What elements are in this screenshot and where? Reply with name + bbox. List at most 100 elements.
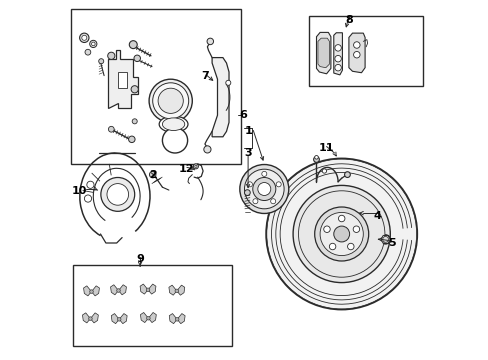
- Polygon shape: [118, 72, 127, 88]
- Circle shape: [107, 184, 128, 205]
- Bar: [73, 265, 231, 346]
- Polygon shape: [333, 33, 342, 75]
- Circle shape: [252, 199, 257, 204]
- Text: 11: 11: [318, 143, 334, 153]
- Text: 2: 2: [148, 170, 156, 180]
- Circle shape: [270, 199, 275, 204]
- Circle shape: [85, 49, 91, 55]
- Circle shape: [320, 212, 363, 256]
- Polygon shape: [169, 314, 177, 324]
- Circle shape: [347, 243, 353, 250]
- Polygon shape: [83, 286, 91, 296]
- Circle shape: [89, 290, 93, 293]
- Polygon shape: [107, 50, 138, 108]
- Polygon shape: [119, 314, 127, 324]
- Circle shape: [193, 164, 198, 169]
- Circle shape: [247, 182, 252, 187]
- Circle shape: [87, 181, 94, 188]
- Circle shape: [132, 119, 137, 124]
- Circle shape: [128, 136, 135, 143]
- Circle shape: [89, 40, 97, 48]
- Circle shape: [338, 215, 344, 222]
- Bar: [71, 9, 241, 164]
- Circle shape: [152, 83, 188, 119]
- Polygon shape: [212, 58, 228, 137]
- Polygon shape: [177, 285, 184, 295]
- Text: 1: 1: [244, 126, 251, 136]
- Circle shape: [175, 318, 179, 321]
- Circle shape: [146, 316, 150, 320]
- Circle shape: [88, 317, 92, 320]
- Circle shape: [382, 237, 387, 242]
- Circle shape: [257, 183, 270, 195]
- Circle shape: [276, 182, 281, 187]
- Circle shape: [239, 165, 288, 213]
- Polygon shape: [111, 314, 119, 324]
- Circle shape: [194, 165, 197, 167]
- Circle shape: [333, 226, 349, 242]
- Circle shape: [162, 128, 187, 153]
- Ellipse shape: [162, 118, 184, 130]
- Circle shape: [261, 171, 266, 176]
- Circle shape: [81, 35, 87, 40]
- Circle shape: [323, 226, 329, 233]
- Circle shape: [91, 42, 95, 46]
- Circle shape: [314, 156, 318, 159]
- Circle shape: [353, 51, 359, 58]
- Polygon shape: [177, 314, 185, 324]
- Circle shape: [107, 52, 115, 59]
- Circle shape: [84, 195, 91, 202]
- Polygon shape: [90, 313, 98, 323]
- Circle shape: [99, 59, 103, 64]
- Text: 3: 3: [244, 148, 251, 158]
- Text: 5: 5: [387, 238, 395, 248]
- Circle shape: [129, 41, 137, 49]
- Circle shape: [334, 55, 341, 62]
- Circle shape: [344, 172, 349, 177]
- Circle shape: [244, 190, 250, 195]
- Circle shape: [313, 157, 319, 162]
- Text: 4: 4: [373, 211, 381, 221]
- Text: 9: 9: [136, 254, 144, 264]
- Circle shape: [175, 289, 178, 293]
- Text: 7: 7: [201, 71, 208, 81]
- Text: 8: 8: [345, 15, 352, 25]
- Circle shape: [131, 86, 138, 93]
- Circle shape: [353, 42, 359, 48]
- Circle shape: [117, 318, 121, 321]
- Circle shape: [158, 88, 183, 113]
- Polygon shape: [118, 285, 126, 295]
- Text: 12: 12: [179, 164, 194, 174]
- Text: 6: 6: [238, 110, 246, 120]
- Bar: [309, 16, 422, 86]
- Circle shape: [322, 169, 326, 173]
- Polygon shape: [348, 33, 365, 73]
- Polygon shape: [148, 312, 156, 323]
- Circle shape: [108, 126, 114, 132]
- Polygon shape: [316, 32, 330, 74]
- Ellipse shape: [159, 116, 187, 132]
- Circle shape: [80, 33, 89, 42]
- Circle shape: [314, 207, 368, 261]
- Circle shape: [352, 226, 359, 233]
- Circle shape: [134, 55, 140, 62]
- Circle shape: [203, 146, 211, 153]
- Circle shape: [380, 235, 389, 244]
- Polygon shape: [110, 285, 118, 295]
- Circle shape: [252, 177, 275, 201]
- Polygon shape: [168, 285, 177, 295]
- Circle shape: [225, 80, 230, 85]
- Polygon shape: [317, 38, 329, 68]
- Circle shape: [146, 288, 149, 292]
- Circle shape: [265, 158, 416, 310]
- Circle shape: [206, 38, 213, 45]
- Circle shape: [117, 289, 120, 292]
- Circle shape: [292, 185, 389, 283]
- Circle shape: [334, 45, 341, 51]
- Circle shape: [329, 243, 335, 250]
- Polygon shape: [82, 313, 90, 323]
- Text: 10: 10: [71, 186, 86, 196]
- Polygon shape: [140, 284, 148, 294]
- Circle shape: [334, 64, 341, 71]
- Circle shape: [149, 171, 156, 178]
